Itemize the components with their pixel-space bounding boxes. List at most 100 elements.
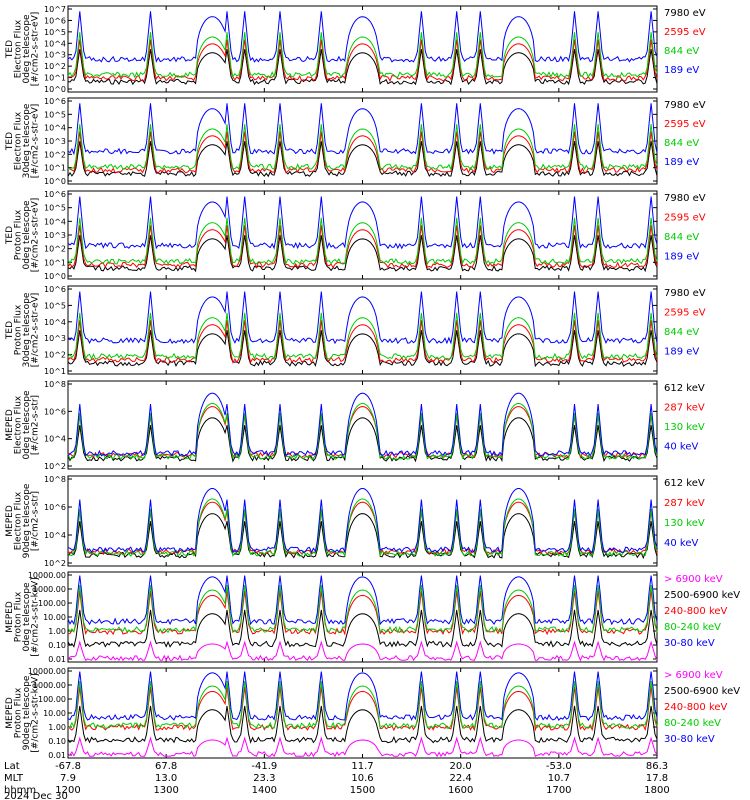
y-axis-label: TED xyxy=(5,40,15,59)
y-tick-label: 10^4 xyxy=(44,124,66,133)
legend-entry: 287 keV xyxy=(664,403,705,414)
y-tick-label: 10^6 xyxy=(44,407,66,416)
y-axis-label: TED xyxy=(5,132,15,151)
y-axis-label: Proton Flux xyxy=(14,209,24,260)
y-tick-label: 10^2 xyxy=(44,62,66,71)
series-line-240-800-kev xyxy=(67,686,658,732)
y-axis-label: 0deg telescope xyxy=(22,582,32,652)
y-tick-label: 10^1 xyxy=(44,258,66,267)
y-tick-label: 10^5 xyxy=(44,301,66,310)
y-axis-label: Proton Flux xyxy=(14,687,24,738)
y-tick-label: 10^5 xyxy=(44,204,66,213)
x-axis-lat-label: 20.0 xyxy=(450,761,472,772)
legend-entry: 189 eV xyxy=(664,252,699,263)
y-axis-label: TED xyxy=(5,321,15,340)
y-axis-label: MEPED xyxy=(5,409,15,441)
series-line-287-kev xyxy=(67,501,658,556)
legend-entry: 130 keV xyxy=(664,422,705,433)
y-tick-label: 10^1 xyxy=(44,367,66,376)
y-axis-label: Proton Flux xyxy=(14,304,24,355)
panel-frame xyxy=(67,667,658,759)
y-axis-label: 30deg telescope xyxy=(22,292,32,367)
series-line-2500-6900-kev xyxy=(67,705,658,744)
legend-entry: 80-240 keV xyxy=(664,622,721,633)
series-line-40-kev xyxy=(67,487,658,554)
legend-entry: 240-800 keV xyxy=(664,606,728,617)
series-line-189-ev xyxy=(67,196,658,250)
y-tick-label: 10^5 xyxy=(44,28,66,37)
y-tick-label: 10^4 xyxy=(44,39,66,48)
y-tick-label: 10^8 xyxy=(44,380,66,389)
y-tick-label: 10^2 xyxy=(44,559,66,568)
x-axis-hhmm-label: 1300 xyxy=(153,785,178,796)
legend-entry: 2595 eV xyxy=(664,308,706,319)
y-tick-label: 10^7 xyxy=(44,5,66,14)
legend-entry: 189 eV xyxy=(664,65,699,76)
y-tick-label: 10^6 xyxy=(44,190,66,199)
x-axis-hhmm-label: 1800 xyxy=(644,785,669,796)
series-line-7980-ev xyxy=(67,330,658,368)
legend-entry: 844 eV xyxy=(664,138,699,149)
legend-entry: 844 eV xyxy=(664,46,699,57)
y-axis-label: [#/cm2-s-str-eV] xyxy=(31,104,41,179)
x-axis-hhmm-label: 1700 xyxy=(546,785,571,796)
series-line--6900-kev xyxy=(67,736,658,758)
legend-entry: 2595 eV xyxy=(664,213,706,224)
y-tick-label: 0.01 xyxy=(48,751,66,760)
y-axis-label: [#/cm2-s-str] xyxy=(31,491,41,551)
y-tick-label: 10.00 xyxy=(43,613,66,622)
y-tick-label: 10^5 xyxy=(44,110,66,119)
y-axis-label: MEPED xyxy=(5,697,15,729)
series-line-844-ev xyxy=(67,217,658,266)
series-line-130-kev xyxy=(67,402,658,461)
series-line-844-ev xyxy=(67,124,658,171)
y-tick-label: 10^0 xyxy=(44,177,66,186)
y-tick-label: 10^8 xyxy=(44,475,66,484)
y-tick-label: 10^6 xyxy=(44,285,66,294)
y-tick-label: 1000.00 xyxy=(33,585,66,594)
y-tick-label: 10^4 xyxy=(44,531,66,540)
y-tick-label: 10^4 xyxy=(44,318,66,327)
legend-entry: 40 keV xyxy=(664,442,698,453)
series-line-2595-ev xyxy=(67,320,658,364)
y-tick-label: 10^2 xyxy=(44,351,66,360)
y-tick-label: 10^0 xyxy=(44,272,66,281)
y-axis-label: MEPED xyxy=(5,601,15,633)
legend-entry: > 6900 keV xyxy=(664,670,723,681)
legend-entry: 7980 eV xyxy=(664,8,706,19)
legend-entry: 844 eV xyxy=(664,327,699,338)
y-tick-label: 10^4 xyxy=(44,435,66,444)
legend-entry: 2500-6900 keV xyxy=(664,590,740,601)
y-tick-label: 0.01 xyxy=(48,655,66,664)
y-tick-label: 10^6 xyxy=(44,16,66,25)
series-line--6900-kev xyxy=(67,640,658,662)
series-line-130-kev xyxy=(67,498,658,558)
y-tick-label: 10000.00 xyxy=(28,571,66,580)
legend-entry: 240-800 keV xyxy=(664,702,728,713)
legend-entry: 612 keV xyxy=(664,478,705,489)
x-axis-lat-label: -53.0 xyxy=(546,761,572,772)
y-axis-label: Electron Flux xyxy=(14,111,24,170)
legend-entry: 80-240 keV xyxy=(664,718,721,729)
x-axis-hhmm-label: 1600 xyxy=(448,785,473,796)
x-axis-lat-label: 86.3 xyxy=(646,761,668,772)
series-line-844-ev xyxy=(67,312,658,361)
legend-entry: 7980 eV xyxy=(664,193,706,204)
y-tick-label: 10^3 xyxy=(44,51,66,60)
y-axis-label: 90deg telescope xyxy=(22,483,32,558)
y-axis-label: Proton Flux xyxy=(14,591,24,642)
panel-frame xyxy=(67,190,658,280)
x-axis-mlt-label: 10.6 xyxy=(351,773,373,784)
y-tick-label: 1000.00 xyxy=(33,681,66,690)
series-line-2595-ev xyxy=(67,39,658,82)
y-tick-label: 10^0 xyxy=(44,85,66,94)
x-axis-mlt-label: 22.4 xyxy=(450,773,472,784)
legend-entry: 189 eV xyxy=(664,157,699,168)
y-axis-label: 0deg telescope xyxy=(22,200,32,270)
